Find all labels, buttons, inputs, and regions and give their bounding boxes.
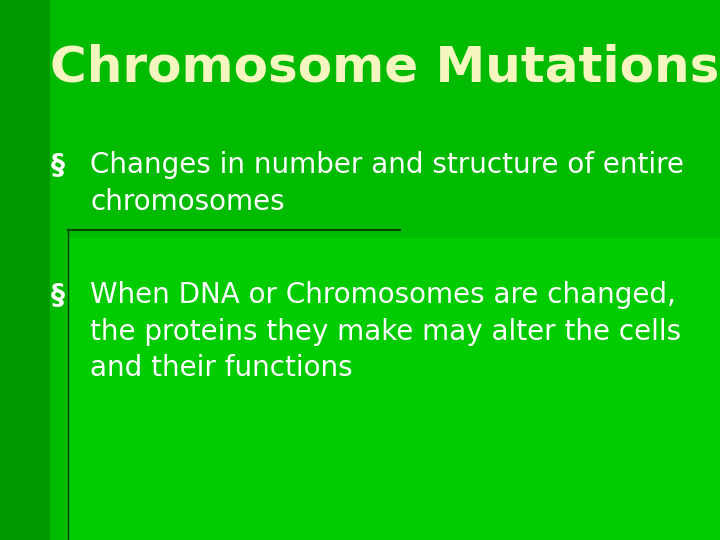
Text: §: § [50,281,64,309]
Bar [0,0,50,540]
Text: Changes in number and structure of entire
chromosomes: Changes in number and structure of entir… [90,151,684,216]
Bar [68,238,720,540]
Text: Chromosome Mutations: Chromosome Mutations [50,43,720,91]
Text: §: § [50,151,64,179]
Text: When DNA or Chromosomes are changed,
the proteins they make may alter the cells
: When DNA or Chromosomes are changed, the… [90,281,681,382]
